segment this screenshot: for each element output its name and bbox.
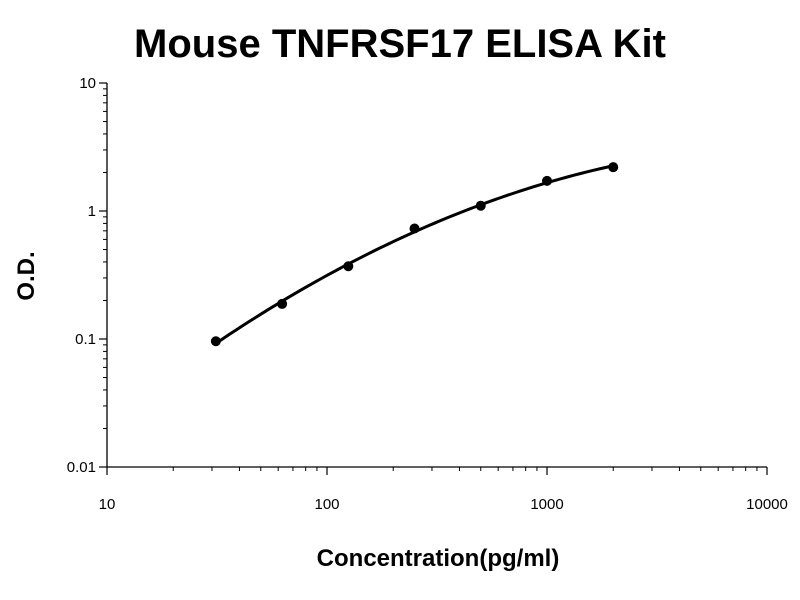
data-point (542, 175, 552, 186)
data-point (277, 298, 288, 309)
x-major-ticks (106, 467, 768, 475)
x-axis-label: Concentration(pg/ml) (317, 545, 560, 572)
data-point (210, 336, 221, 347)
y-minor-ticks (103, 88, 107, 429)
fit-curve (214, 164, 615, 345)
data-point (475, 200, 486, 211)
x-tick-labels: 10 100 1000 10000 (99, 496, 788, 513)
y-axis-label: O.D. (13, 251, 40, 300)
data-points (210, 162, 619, 347)
y-tick-label: 1 (88, 203, 96, 220)
plot-area: 0.01 0.1 1 10 10 100 1000 10000 (67, 75, 788, 513)
y-major-ticks (99, 82, 107, 468)
y-tick-label: 0.01 (67, 459, 96, 476)
data-point (409, 223, 420, 234)
x-tick-label: 100 (314, 496, 339, 513)
x-tick-label: 1000 (530, 496, 563, 513)
data-point (343, 261, 354, 272)
x-tick-label: 10 (99, 496, 116, 513)
y-tick-labels: 0.01 0.1 1 10 (67, 75, 96, 476)
data-point (608, 162, 619, 173)
chart-title: Mouse TNFRSF17 ELISA Kit (134, 22, 666, 66)
x-minor-ticks (172, 467, 758, 471)
y-tick-label: 0.1 (75, 331, 96, 348)
x-tick-label: 10000 (746, 496, 788, 513)
y-tick-label: 10 (79, 75, 96, 92)
